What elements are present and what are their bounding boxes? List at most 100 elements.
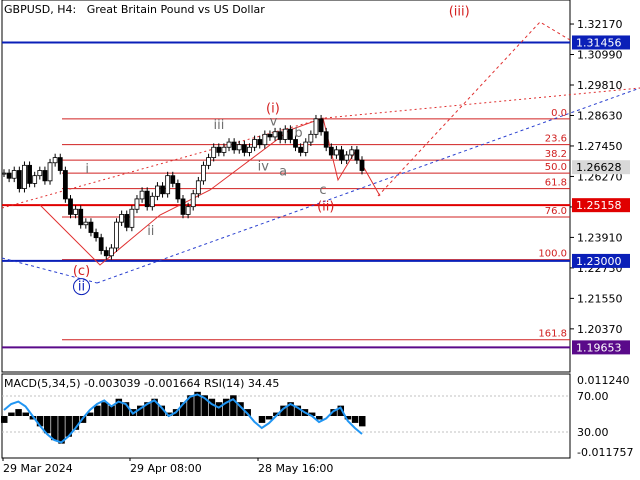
x-tick-label: 28 May 16:00 [258,462,333,475]
macd-bar [294,405,302,416]
x-tick-label: 29 Apr 08:00 [130,462,202,475]
price-candle-body [62,170,68,200]
macd-bar [122,402,130,416]
fib-level-label: 38.2 [545,149,567,160]
price-candle-body [47,162,53,182]
fib-level-label: 100.0 [538,249,567,260]
timeframe: H4 [57,3,73,16]
indicator-tick-label: -0.011757 [577,446,633,459]
macd-bar [273,412,280,416]
price-tag-label: 1.26628 [576,161,622,174]
price-candle-body [195,180,201,195]
macd-bar [344,416,352,420]
macd-bar [165,412,173,416]
price-candle-body [221,146,227,153]
macd-bar [208,398,216,416]
wave-label: iii [214,118,225,133]
macd-bar [187,395,194,416]
price-candle-body [293,139,298,148]
price-candle-body [103,250,109,257]
price-candle-body [241,144,247,153]
y-tick-label: 1.27450 [577,140,623,153]
macd-bar [115,398,123,416]
price-candle-body [139,190,145,200]
indicator-header: MACD(5,34,5) -0.003039 -0.001664 RSI(14)… [4,377,280,390]
channel-line-lower [1,117,326,209]
price-tag-bg [572,160,630,175]
price-candle-body [114,221,119,249]
price-candle-body [149,195,155,208]
price-candle-body [16,170,22,189]
price-candle-body [68,198,73,215]
macd-bar [86,412,94,416]
macd-bar [72,416,80,430]
macd-bar [108,405,115,416]
price-candle-body [262,133,268,146]
price-candle-body [231,141,237,151]
price-candle-body [160,185,165,195]
price-candle-body [175,183,181,200]
wave-label: a [279,165,287,180]
macd-bar [8,412,15,416]
macd-bar [158,405,166,416]
price-candle-body [303,141,309,153]
price-tag-label: 1.25158 [576,199,622,212]
price-tag-bg [572,198,630,213]
price-candle-body [73,208,78,215]
wave-label: (i) [266,101,280,116]
macd-bar [237,402,244,416]
wave-label: v [270,114,278,129]
price-candle-body [257,139,263,146]
forecast-path [377,21,571,197]
price-candle-body [287,128,293,140]
macd-bar [280,405,287,416]
rsi-line [3,393,363,444]
price-candle-body [226,141,232,148]
wave-label: i [85,162,89,177]
macd-bar [36,416,44,427]
price-candle-body [334,149,339,156]
wave-label: (iii) [449,5,470,20]
price-candle-body [344,154,350,161]
price-candle-body [22,164,27,189]
price-candle-body [93,232,99,239]
price-candle-body [129,208,135,228]
price-candle-body [298,146,304,153]
macd-bar [308,412,316,416]
price-candle-body [282,128,288,140]
price-candle-body [11,170,17,179]
macd-bar [22,412,29,416]
macd-bar [144,402,151,416]
macd-bar [58,416,65,444]
price-candle-body [78,208,84,226]
y-tick-label: 1.20370 [577,323,623,336]
wave-label: c [319,183,326,198]
wave-label: (c) [73,264,90,279]
indicator-tick-label: 0.011240 [577,374,630,387]
y-tick-label: 1.23910 [577,231,623,244]
price-candle-body [247,146,252,153]
macd-bar [215,402,223,416]
price-tag-label: 1.19653 [576,341,622,354]
macd-bar [201,395,208,416]
price-tag-label: 1.23000 [576,255,622,268]
symbol: GBPUSD [4,3,51,16]
price-tag-bg [572,253,630,268]
price-candle-body [170,175,176,184]
fib-level-label: 161.8 [538,329,567,340]
wave-label: (ii) [317,200,334,215]
price-candle-body [252,139,258,148]
price-candle-body [134,198,140,210]
macd-bar [258,416,266,423]
macd-bar [15,409,22,416]
macd-bar [351,416,359,423]
fib-level-label: 0.0 [551,108,567,119]
price-candle-body [206,157,211,166]
price-candle-body [165,175,171,195]
price-candle-body [190,193,196,208]
price-candle-body [211,146,217,158]
price-candle-body [185,206,191,215]
price-candle-body [339,149,344,161]
macd-bar [137,405,144,416]
